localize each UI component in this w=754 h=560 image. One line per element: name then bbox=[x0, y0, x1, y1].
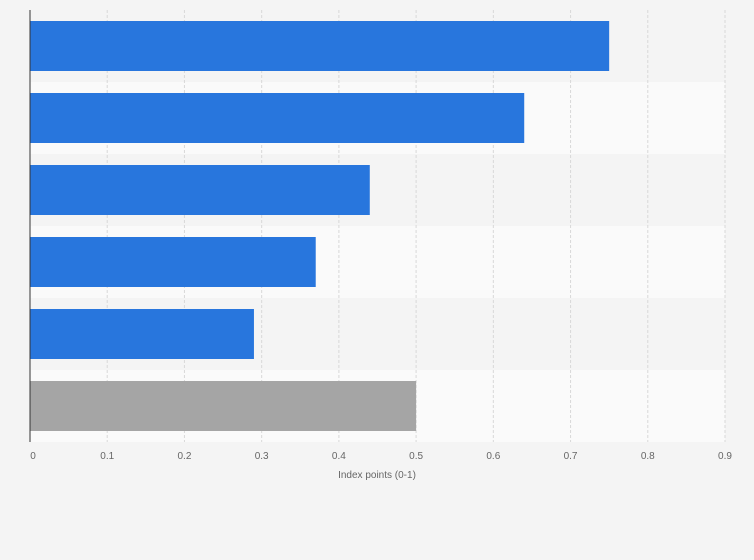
row-bands bbox=[30, 10, 725, 442]
x-tick-label: 0.8 bbox=[641, 451, 655, 462]
bar bbox=[30, 165, 370, 215]
x-tick-label: 0.3 bbox=[255, 451, 269, 462]
bar bbox=[30, 21, 610, 71]
x-tick-label: 0.6 bbox=[486, 451, 500, 462]
x-axis-title: Index points (0-1) bbox=[338, 470, 416, 481]
x-tick-label: 0.2 bbox=[177, 451, 191, 462]
bar bbox=[30, 237, 316, 287]
x-tick-label: 0.1 bbox=[100, 451, 114, 462]
x-tick-label: 0.5 bbox=[409, 451, 423, 462]
x-tick-labels: 0 0.1 0.2 0.3 0.4 0.5 0.6 0.7 0.8 0.9 bbox=[30, 451, 732, 462]
bar bbox=[30, 381, 417, 431]
x-tick-label: 0.7 bbox=[564, 451, 578, 462]
x-tick-label: 0.9 bbox=[718, 451, 732, 462]
x-tick-label: 0.4 bbox=[332, 451, 346, 462]
bars bbox=[30, 21, 610, 431]
x-tick-label: 0 bbox=[30, 451, 36, 462]
bar bbox=[30, 309, 254, 359]
bar bbox=[30, 93, 525, 143]
grid-lines bbox=[106, 10, 726, 442]
